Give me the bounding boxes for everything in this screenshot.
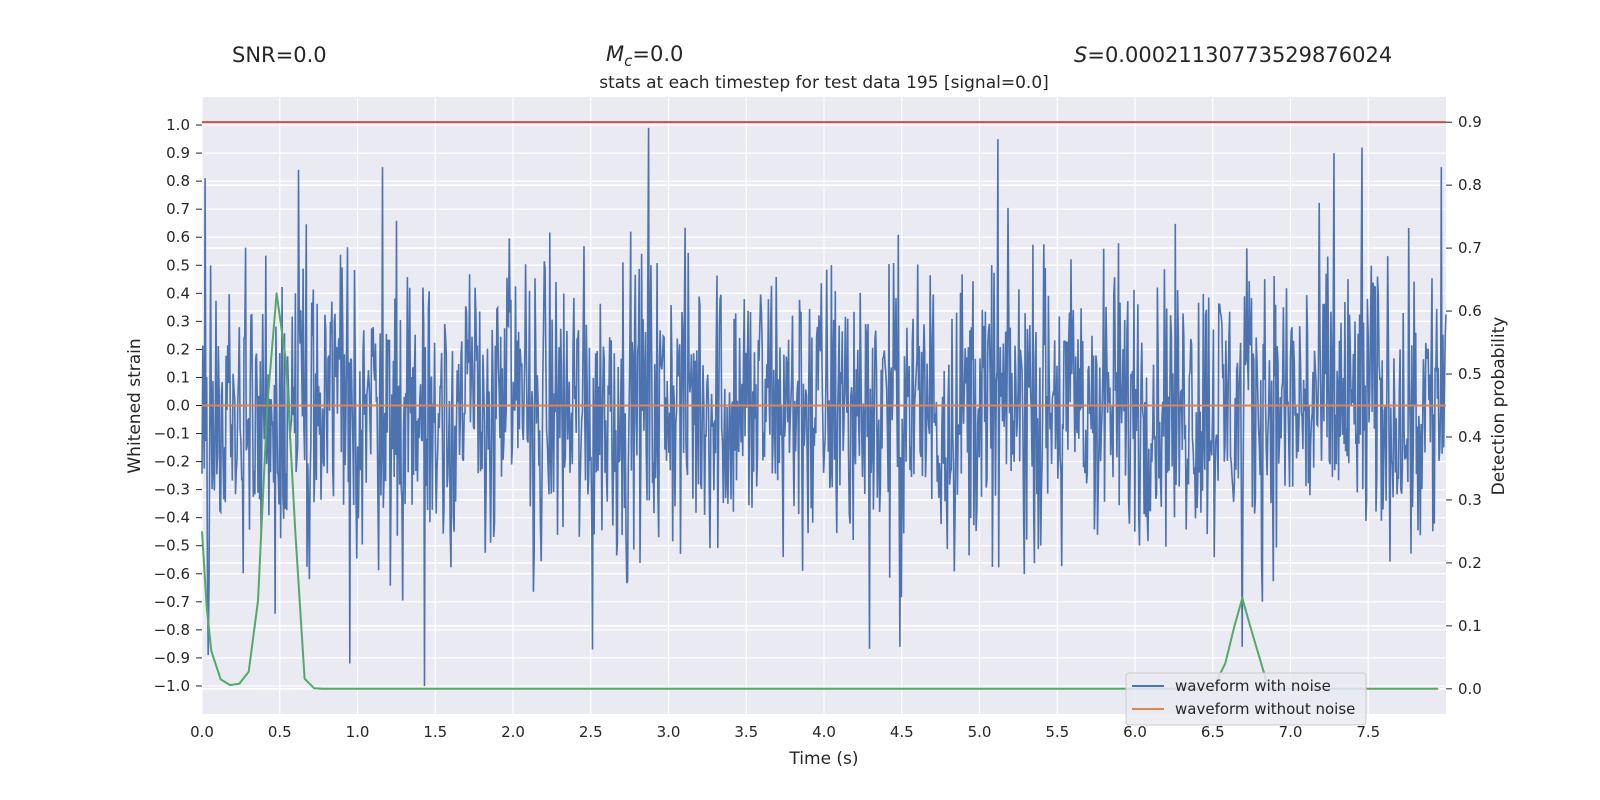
y-right-tick-label: 0.6: [1458, 302, 1482, 320]
y-left-tick-label: 0.5: [166, 256, 190, 274]
x-tick-label: 2.0: [501, 723, 525, 741]
x-tick-label: 7.0: [1279, 723, 1303, 741]
y-right-tick-label: 0.8: [1458, 176, 1482, 194]
y-left-tick-label: 0.0: [166, 397, 190, 415]
y-left-tick-label: 0.8: [166, 172, 190, 190]
mc-subscript: c: [624, 52, 633, 70]
y-right-tick-label: 0.5: [1458, 365, 1482, 383]
legend-label-clean: waveform without noise: [1175, 700, 1355, 718]
snr-stat: SNR=0.0: [232, 43, 327, 67]
series-detection-probability: [201, 292, 1439, 690]
y-left-axis-ticks: 1.0 0.9 0.8 0.7 0.6 0.5 0.4 0.3 0.2 0.1 0.0 −0.1 −0.…: [154, 116, 202, 695]
y-right-axis-ticks: 0.9 0.8 0.7 0.6 0.5 0.4 0.3 0.2 0.1 0.0: [1446, 113, 1482, 698]
y-right-tick-label: 0.2: [1458, 554, 1482, 572]
x-axis-ticks: 0.0 0.5 1.0 1.5 2.0 2.5 3.0 3.5 4.0 4.5 5.0 5.5 6.0 6…: [190, 723, 1380, 741]
x-tick-label: 5.5: [1045, 723, 1069, 741]
y-left-tick-label: 0.7: [166, 200, 190, 218]
y-right-tick-label: 0.4: [1458, 428, 1482, 446]
legend: waveform with noise waveform without noi…: [1125, 672, 1367, 726]
mc-symbol: M: [606, 42, 624, 66]
y-left-tick-label: −0.9: [154, 649, 190, 667]
noise-trace: [201, 127, 1447, 687]
y-left-tick-label: −0.1: [154, 425, 190, 443]
x-tick-label: 3.5: [734, 723, 758, 741]
legend-label-noise: waveform with noise: [1175, 677, 1331, 695]
y-left-tick-label: 0.1: [166, 368, 190, 386]
chart-title: stats at each timestep for test data 195…: [599, 73, 1049, 93]
x-tick-label: 7.5: [1356, 723, 1380, 741]
x-tick-label: 2.5: [579, 723, 603, 741]
x-tick-label: 3.0: [657, 723, 681, 741]
y-right-axis-label: Detection probability: [1489, 317, 1509, 496]
x-tick-label: 0.0: [190, 723, 214, 741]
x-tick-label: 1.0: [346, 723, 370, 741]
s-symbol: S: [1074, 43, 1087, 67]
y-right-tick-label: 0.1: [1458, 617, 1482, 635]
legend-box: [1125, 672, 1367, 726]
x-tick-label: 4.0: [812, 723, 836, 741]
x-tick-label: 6.0: [1123, 723, 1147, 741]
y-left-tick-label: 1.0: [166, 116, 190, 134]
y-right-tick-label: 0.9: [1458, 113, 1482, 131]
x-tick-label: 1.5: [423, 723, 447, 741]
mc-stat: Mc=0.0: [606, 42, 683, 70]
s-value: =0.00021130773529876024: [1087, 43, 1392, 67]
y-left-tick-label: −0.3: [154, 481, 190, 499]
y-right-tick-label: 0.0: [1458, 680, 1482, 698]
y-left-tick-label: −0.7: [154, 593, 190, 611]
s-stat: S=0.00021130773529876024: [1074, 43, 1392, 67]
x-tick-label: 0.5: [268, 723, 292, 741]
y-left-tick-label: 0.3: [166, 312, 190, 330]
y-left-tick-label: 0.9: [166, 144, 190, 162]
x-tick-label: 6.5: [1201, 723, 1225, 741]
mc-value: =0.0: [632, 42, 683, 66]
y-left-tick-label: −1.0: [154, 677, 190, 695]
y-left-tick-label: −0.2: [154, 453, 190, 471]
y-left-tick-label: 0.4: [166, 284, 190, 302]
y-left-tick-label: −0.5: [154, 537, 190, 555]
y-left-axis-label: Whitened strain: [125, 338, 145, 473]
y-right-tick-label: 0.3: [1458, 491, 1482, 509]
y-right-tick-label: 0.7: [1458, 239, 1482, 257]
x-tick-label: 5.0: [968, 723, 992, 741]
y-left-tick-label: −0.6: [154, 565, 190, 583]
x-axis-label: Time (s): [788, 749, 858, 769]
y-left-tick-label: 0.2: [166, 340, 190, 358]
y-left-tick-label: −0.4: [154, 509, 190, 527]
y-left-tick-label: −0.8: [154, 621, 190, 639]
x-tick-label: 4.5: [890, 723, 914, 741]
series-waveform-with-noise: [201, 127, 1447, 687]
y-left-tick-label: 0.6: [166, 228, 190, 246]
